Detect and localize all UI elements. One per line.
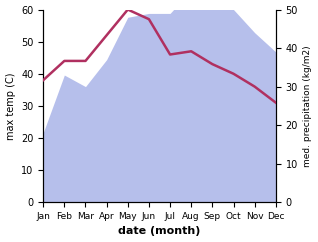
Y-axis label: med. precipitation (kg/m2): med. precipitation (kg/m2) (303, 45, 313, 167)
X-axis label: date (month): date (month) (118, 227, 201, 236)
Y-axis label: max temp (C): max temp (C) (5, 72, 16, 140)
